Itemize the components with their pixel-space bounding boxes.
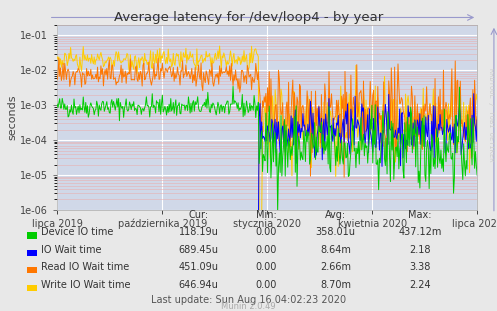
Text: 689.45u: 689.45u — [179, 245, 219, 255]
Text: 437.12m: 437.12m — [398, 227, 442, 237]
Text: Avg:: Avg: — [325, 210, 346, 220]
Text: 646.94u: 646.94u — [179, 280, 219, 290]
Text: 2.18: 2.18 — [409, 245, 431, 255]
Text: 8.70m: 8.70m — [320, 280, 351, 290]
Text: 8.64m: 8.64m — [320, 245, 351, 255]
Text: Max:: Max: — [408, 210, 432, 220]
Y-axis label: seconds: seconds — [7, 95, 17, 140]
Text: 0.00: 0.00 — [255, 245, 277, 255]
Text: 0.00: 0.00 — [255, 262, 277, 272]
Text: Write IO Wait time: Write IO Wait time — [41, 280, 130, 290]
Text: Last update: Sun Aug 16 04:02:23 2020: Last update: Sun Aug 16 04:02:23 2020 — [151, 295, 346, 305]
Text: 0.00: 0.00 — [255, 227, 277, 237]
Text: Read IO Wait time: Read IO Wait time — [41, 262, 129, 272]
Text: 2.66m: 2.66m — [320, 262, 351, 272]
Text: Device IO time: Device IO time — [41, 227, 113, 237]
Text: Munin 2.0.49: Munin 2.0.49 — [221, 302, 276, 311]
Text: 451.09u: 451.09u — [179, 262, 219, 272]
Text: 118.19u: 118.19u — [179, 227, 219, 237]
Text: Min:: Min: — [255, 210, 276, 220]
Text: RRDTOOL / TOBI OETIKER: RRDTOOL / TOBI OETIKER — [488, 68, 494, 162]
Text: 0.00: 0.00 — [255, 280, 277, 290]
Text: 3.38: 3.38 — [409, 262, 431, 272]
Text: Cur:: Cur: — [189, 210, 209, 220]
Text: Average latency for /dev/loop4 - by year: Average latency for /dev/loop4 - by year — [114, 11, 383, 24]
Text: IO Wait time: IO Wait time — [41, 245, 101, 255]
Text: 2.24: 2.24 — [409, 280, 431, 290]
Text: 358.01u: 358.01u — [316, 227, 355, 237]
